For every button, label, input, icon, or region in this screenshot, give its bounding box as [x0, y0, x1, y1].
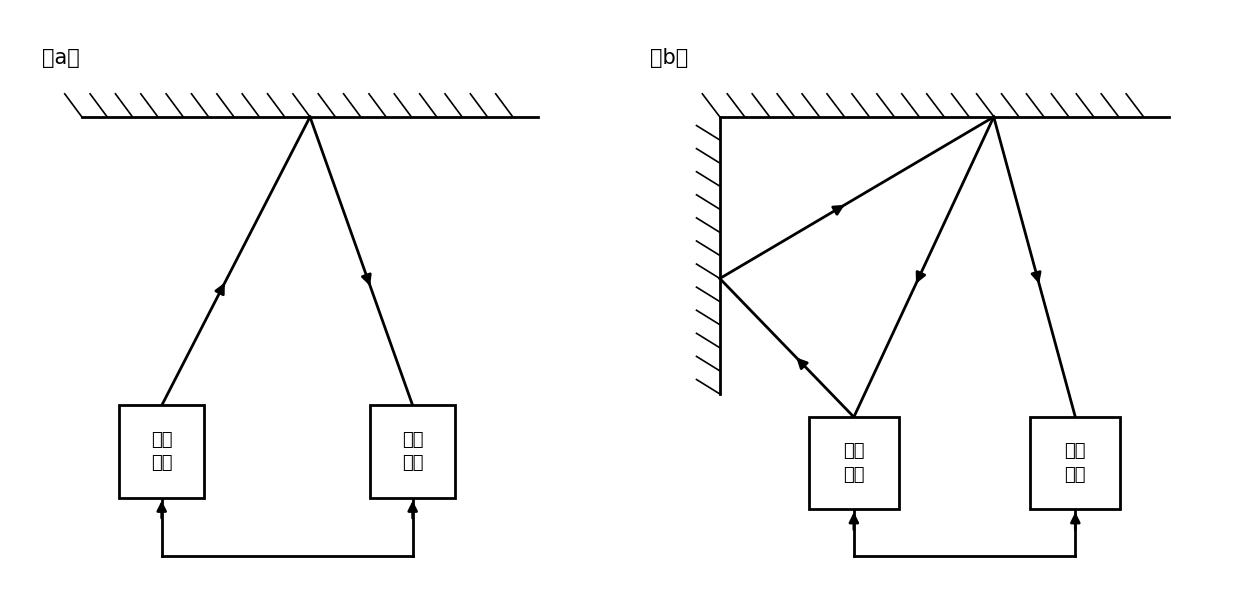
Text: 光源
模块: 光源 模块: [151, 431, 172, 472]
Text: （a）: （a）: [42, 48, 79, 68]
Bar: [119, 405, 205, 498]
Text: 传感
模块: 传感 模块: [402, 431, 423, 472]
Text: 光源
模块: 光源 模块: [843, 443, 864, 484]
Text: （b）: （b）: [650, 48, 688, 68]
Text: 传感
模块: 传感 模块: [1065, 443, 1086, 484]
Bar: [1030, 417, 1121, 510]
Bar: [808, 417, 899, 510]
Bar: [370, 405, 455, 498]
